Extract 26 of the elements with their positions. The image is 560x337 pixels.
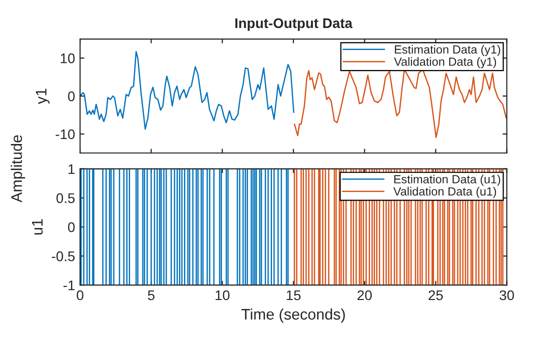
- legend-label: Validation Data (u1): [393, 186, 496, 198]
- y-axis-title: u1: [32, 219, 43, 234]
- line-series: [294, 68, 507, 138]
- y-tick-label: 0.5: [56, 193, 75, 204]
- chart-title: Input-Output Data: [235, 18, 353, 31]
- y-axis-title: y1: [36, 88, 50, 104]
- legend-label: Estimation Data (y1): [394, 44, 500, 56]
- legend-label: Validation Data (y1): [394, 57, 496, 68]
- y-tick-label: 0: [68, 91, 75, 102]
- y-tick-label: -10: [56, 129, 75, 140]
- y-tick-label: 0: [68, 222, 75, 232]
- y-tick-label: 10: [60, 53, 75, 64]
- text: Amplitude: [10, 135, 26, 202]
- x-axis-title: Time (seconds): [241, 308, 345, 323]
- y-tick-label: -1: [63, 280, 75, 290]
- x-tick-label: 5: [148, 290, 154, 300]
- x-tick-label: 10: [216, 290, 230, 300]
- x-tick-label: 20: [358, 290, 372, 300]
- x-tick-label: 25: [428, 290, 443, 300]
- x-tick-label: 0: [76, 290, 84, 300]
- x-tick-label: 15: [286, 290, 301, 300]
- line-series: [80, 50, 294, 130]
- legend-label: Estimation Data (u1): [394, 174, 500, 186]
- x-tick-label: 30: [500, 290, 514, 300]
- y-tick-label: 1: [68, 164, 75, 174]
- y-tick-label: -0.5: [52, 251, 75, 262]
